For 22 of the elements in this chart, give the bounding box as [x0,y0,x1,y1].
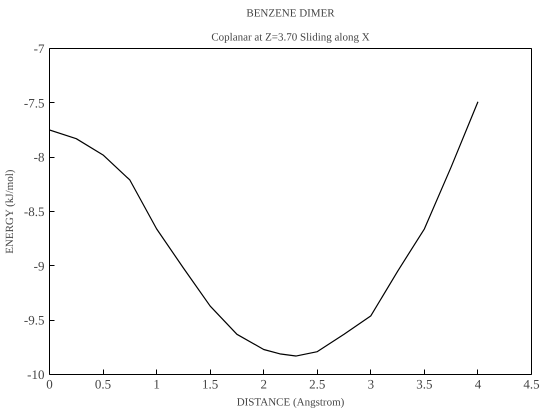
x-tick-label: 4.5 [523,376,540,392]
x-tick-label: 3.5 [416,376,433,392]
x-tick-label: 1 [153,376,160,392]
x-tick-label: 2.5 [309,376,326,392]
y-tick-label: -9 [34,258,45,274]
y-tick-label: -7.5 [24,95,45,110]
x-tick-label: 1.5 [202,376,218,392]
y-tick-label: -9.5 [24,312,45,328]
x-tick-label: 0 [46,376,53,392]
y-axis-title: ENERGY (kJ/mol) [4,169,16,254]
chart-title: BENZENE DIMER [246,8,336,20]
x-tick-label: 2 [260,376,267,392]
x-axis-title: DISTANCE (Angstrom) [236,396,345,408]
y-tick-label: -8.5 [24,204,45,219]
chart-subtitle: Coplanar at Z=3.70 Sliding along X [211,32,370,44]
x-tick-label: 3 [368,376,374,392]
line-series [50,101,479,357]
y-tick-label: -8 [34,150,45,165]
x-tick-label: 0.5 [94,376,112,392]
y-tick-label: -10 [27,367,45,382]
x-tick-label: 4 [474,376,482,392]
y-tick-label: -7 [34,41,45,56]
